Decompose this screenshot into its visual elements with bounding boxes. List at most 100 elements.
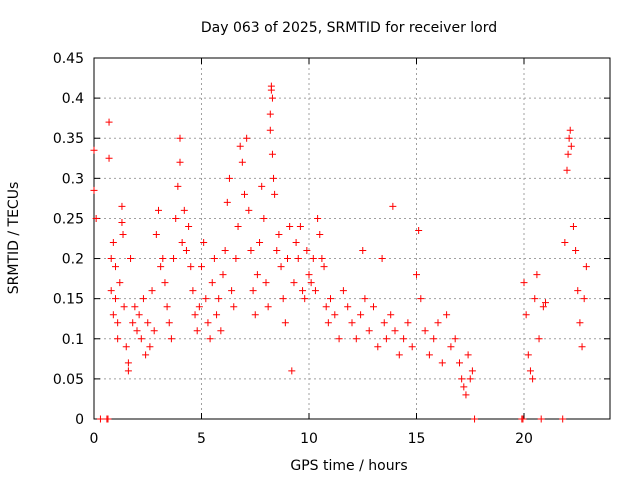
data-point <box>206 335 214 343</box>
chart-title: Day 063 of 2025, SRMTID for receiver lor… <box>201 20 497 36</box>
data-point <box>120 303 128 311</box>
data-point <box>294 255 302 263</box>
data-point <box>256 239 264 247</box>
data-point <box>327 295 334 303</box>
data-point <box>104 415 112 423</box>
y-axis-label: SRMTID / TECUs <box>6 182 22 295</box>
data-point <box>118 202 126 210</box>
data-point <box>243 134 251 142</box>
data-point <box>90 146 98 154</box>
data-point <box>266 126 274 134</box>
y-tick-label: 0.25 <box>53 211 84 227</box>
data-point <box>187 263 195 271</box>
data-point <box>524 351 532 359</box>
y-tick-label: 0.05 <box>53 372 84 388</box>
data-point <box>148 287 156 295</box>
data-point <box>344 303 352 311</box>
data-point <box>320 263 328 271</box>
data-point <box>421 327 429 335</box>
data-point <box>311 287 319 295</box>
data-point <box>430 335 438 343</box>
data-point <box>286 222 294 230</box>
data-point <box>539 303 547 311</box>
data-point <box>232 255 240 263</box>
data-point <box>277 263 285 271</box>
data-point <box>290 279 298 287</box>
data-point <box>133 327 141 335</box>
data-point <box>174 182 182 190</box>
data-point <box>415 226 423 234</box>
data-point <box>471 415 479 423</box>
data-point <box>400 335 408 343</box>
data-point <box>348 319 356 327</box>
data-point <box>578 343 586 351</box>
data-point <box>204 319 212 327</box>
data-point <box>107 287 115 295</box>
data-point <box>167 335 175 343</box>
data-point <box>273 247 281 255</box>
data-point <box>112 263 119 271</box>
y-tick-label: 0.4 <box>62 91 84 107</box>
data-point <box>559 415 567 423</box>
data-point <box>316 230 324 238</box>
data-point <box>142 351 150 359</box>
data-point <box>118 218 126 226</box>
data-point <box>391 327 399 335</box>
data-point <box>90 186 98 194</box>
data-point <box>468 367 476 375</box>
data-point <box>572 247 580 255</box>
data-point <box>268 94 276 102</box>
y-tick-label: 0.2 <box>62 252 84 268</box>
data-point <box>213 311 221 319</box>
data-point <box>438 359 446 367</box>
data-point <box>217 327 225 335</box>
data-point <box>531 295 539 303</box>
data-point <box>284 255 291 263</box>
data-point <box>161 279 169 287</box>
data-point <box>404 319 412 327</box>
data-point <box>533 271 541 279</box>
data-point <box>271 190 279 198</box>
data-point <box>230 303 238 311</box>
data-point <box>251 311 259 319</box>
data-point <box>520 279 528 287</box>
data-point <box>305 271 313 279</box>
data-point <box>270 174 278 182</box>
plot-frame <box>93 57 611 420</box>
data-point <box>135 311 143 319</box>
data-point <box>150 327 158 335</box>
data-point <box>193 327 201 335</box>
data-point <box>564 150 572 158</box>
data-point <box>178 239 186 247</box>
data-point <box>382 335 390 343</box>
data-point <box>112 295 119 303</box>
y-tick-label: 0.3 <box>62 171 84 187</box>
data-point <box>279 295 287 303</box>
data-point <box>275 230 283 238</box>
data-point <box>262 279 270 287</box>
data-point <box>299 287 307 295</box>
data-point <box>370 303 377 311</box>
data-point <box>260 214 268 222</box>
data-point <box>451 335 459 343</box>
data-point <box>163 303 171 311</box>
data-point <box>241 190 248 198</box>
data-point <box>105 154 113 162</box>
data-point <box>185 222 193 230</box>
data-point <box>247 247 255 255</box>
x-axis-label: GPS time / hours <box>290 458 407 474</box>
data-point <box>314 214 322 222</box>
data-point <box>96 415 104 423</box>
data-point <box>223 198 231 206</box>
data-point <box>281 319 289 327</box>
y-tick-label: 0.45 <box>53 51 84 67</box>
data-point <box>462 391 470 399</box>
data-point <box>331 311 339 319</box>
data-point <box>236 142 244 150</box>
data-point <box>225 174 233 182</box>
data-point <box>288 367 296 375</box>
data-point <box>582 263 590 271</box>
x-tick-label: 0 <box>90 431 99 447</box>
data-point <box>389 202 397 210</box>
